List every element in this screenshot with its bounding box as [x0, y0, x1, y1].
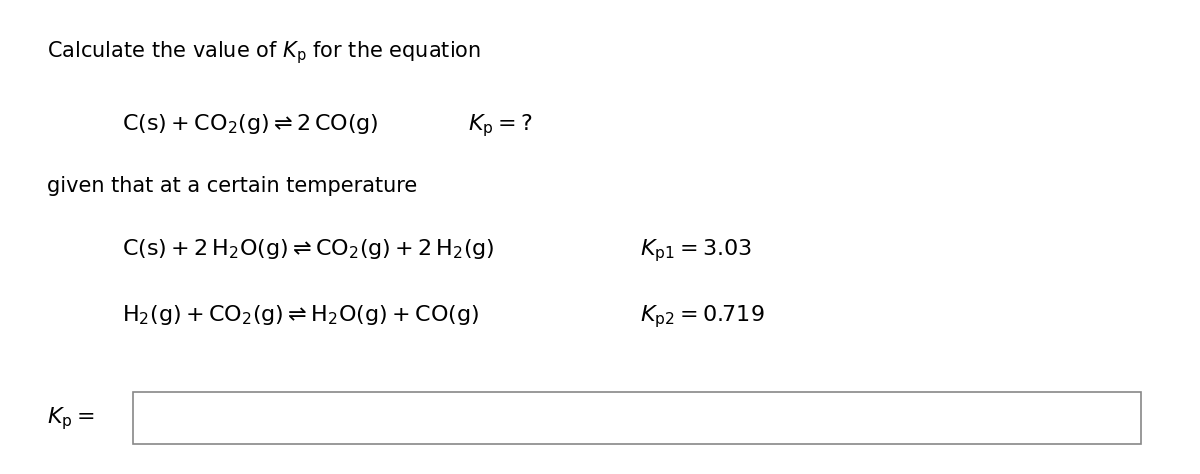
Text: Calculate the value of $K_\mathrm{p}$ for the equation: Calculate the value of $K_\mathrm{p}$ fo…: [47, 39, 481, 66]
Text: $\mathrm{C(s) + 2\,H_2O(g) \rightleftharpoons CO_2(g) + 2\,H_2(g)}$: $\mathrm{C(s) + 2\,H_2O(g) \rightlefthar…: [122, 237, 494, 261]
Text: $K_{\mathrm{p}2} = 0.719$: $K_{\mathrm{p}2} = 0.719$: [641, 303, 764, 330]
FancyBboxPatch shape: [133, 392, 1141, 444]
Text: $K_{\mathrm{p}1} = 3.03$: $K_{\mathrm{p}1} = 3.03$: [641, 237, 752, 264]
Text: $K_\mathrm{p} =$: $K_\mathrm{p} =$: [47, 406, 95, 432]
Text: $K_\mathrm{p} = ?$: $K_\mathrm{p} = ?$: [468, 112, 532, 139]
Text: $\mathrm{C(s) + CO_2(g) \rightleftharpoons 2\,CO(g)}$: $\mathrm{C(s) + CO_2(g) \rightleftharpoo…: [122, 112, 379, 136]
Text: given that at a certain temperature: given that at a certain temperature: [47, 175, 418, 196]
Text: $\mathrm{H_2(g) + CO_2(g) \rightleftharpoons H_2O(g) + CO(g)}$: $\mathrm{H_2(g) + CO_2(g) \rightleftharp…: [122, 303, 479, 327]
